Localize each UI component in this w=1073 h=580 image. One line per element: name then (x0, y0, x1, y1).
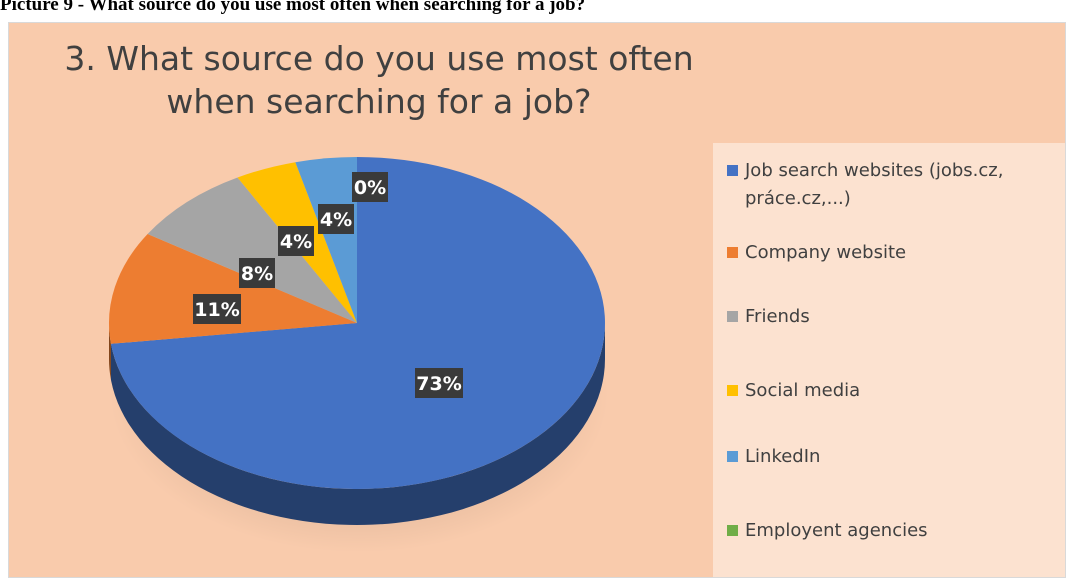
data-label-0: 73% (415, 368, 463, 398)
data-label-text-1: 11% (194, 299, 239, 321)
data-label-text-4: 4% (320, 209, 352, 231)
legend-item-1: Company website (727, 239, 1057, 267)
data-label-box-5 (352, 172, 388, 202)
legend-swatch-3 (727, 385, 738, 396)
chart-legend: Job search websites (jobs.cz, práce.cz,.… (713, 143, 1065, 577)
pie-slice-4 (295, 157, 357, 323)
data-label-5: 0% (352, 172, 388, 202)
data-label-box-2 (239, 258, 275, 288)
pie-slice-1 (108, 234, 357, 344)
pie-data-labels: 73%11%8%4%4%0% (193, 172, 463, 398)
legend-swatch-4 (727, 451, 738, 462)
data-label-text-5: 0% (354, 177, 386, 199)
legend-label-3: Social media (745, 380, 861, 401)
legend-label-0: Job search websites (jobs.cz, práce.cz,.… (745, 160, 1004, 209)
legend-swatch-0 (727, 165, 738, 176)
chart-title-line-1: 3. What source do you use most often (64, 39, 694, 78)
legend-label-2: Friends (745, 306, 810, 327)
data-label-2: 8% (239, 258, 275, 288)
data-label-4: 4% (318, 204, 354, 234)
pie-slice-side-0 (110, 323, 605, 525)
legend-label-1: Company website (745, 242, 907, 263)
data-label-3: 4% (278, 226, 314, 256)
figure-caption: Picture 9 - What source do you use most … (0, 0, 586, 15)
data-label-text-0: 73% (416, 373, 461, 395)
chart-area: 3. What source do you use most often whe… (8, 22, 1066, 578)
pie-slice-2 (147, 177, 357, 323)
legend-item-4: LinkedIn (727, 443, 1057, 471)
data-label-box-0 (415, 368, 463, 398)
legend-item-3: Social media (727, 377, 1057, 405)
data-label-text-3: 4% (280, 231, 312, 253)
data-label-box-1 (193, 294, 241, 324)
data-label-text-2: 8% (241, 263, 273, 285)
pie-slice-0 (110, 157, 605, 489)
legend-label-4: LinkedIn (745, 446, 821, 467)
pie-slice-side-1 (109, 323, 111, 380)
data-label-box-4 (318, 204, 354, 234)
legend-item-5: Employent agencies (727, 517, 1057, 545)
chart-title: 3. What source do you use most often whe… (9, 37, 749, 123)
pie-plot: 73%11%8%4%4%0% (108, 157, 609, 553)
pie-depth (109, 323, 605, 525)
legend-item-0: Job search websites (jobs.cz, práce.cz,.… (727, 157, 1057, 213)
legend-label-5: Employent agencies (745, 520, 928, 541)
pie-top (108, 157, 605, 489)
data-label-1: 11% (193, 294, 241, 324)
data-label-box-3 (278, 226, 314, 256)
legend-swatch-1 (727, 247, 738, 258)
legend-swatch-2 (727, 311, 738, 322)
legend-swatch-5 (727, 525, 738, 536)
legend-item-2: Friends (727, 303, 1057, 331)
chart-title-line-2: when searching for a job? (166, 82, 592, 121)
